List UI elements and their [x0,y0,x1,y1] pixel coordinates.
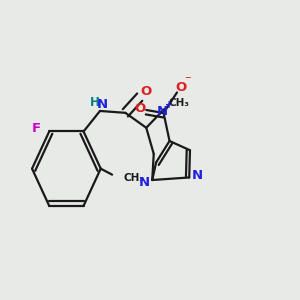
Text: O: O [141,85,152,98]
Text: +: + [165,100,173,110]
Text: O: O [134,102,145,115]
Text: O: O [175,82,186,94]
Text: N: N [97,98,108,111]
Text: ⁻: ⁻ [184,74,190,87]
Text: N: N [139,176,150,190]
Text: CH₃: CH₃ [123,172,144,183]
Text: N: N [157,105,168,118]
Text: F: F [32,122,41,135]
Text: N: N [192,169,203,182]
Text: H: H [90,96,100,109]
Text: CH₃: CH₃ [168,98,189,108]
